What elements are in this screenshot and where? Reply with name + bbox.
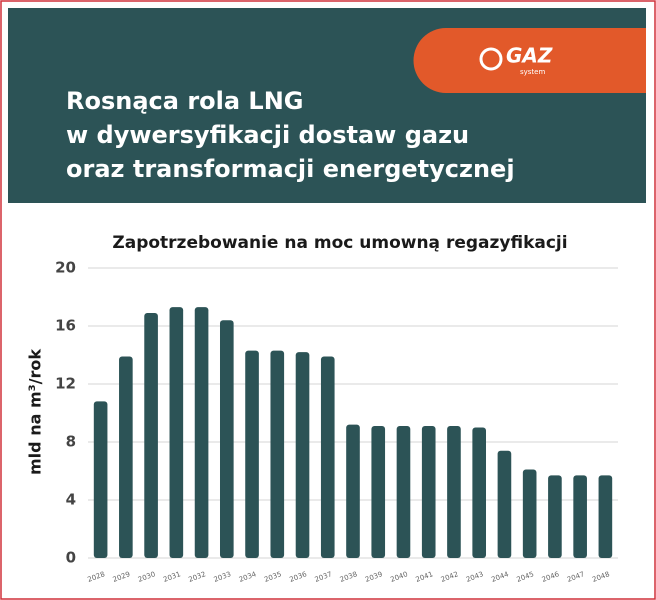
x-tick-label: 2037: [314, 570, 333, 584]
x-tick-label: 2044: [490, 570, 510, 584]
x-tick-label: 2034: [238, 570, 258, 584]
bar: [219, 320, 234, 558]
y-tick-label: 16: [55, 317, 76, 335]
bar: [119, 356, 133, 558]
x-tick-label: 2033: [213, 570, 232, 584]
bar: [270, 350, 285, 558]
bar: [573, 475, 587, 558]
x-tick-label: 2031: [162, 570, 181, 584]
bar: [497, 450, 512, 558]
logo-pill: [413, 28, 646, 93]
x-tick-label: 2028: [86, 570, 105, 584]
y-tick-label: 4: [66, 491, 76, 509]
bar: [194, 307, 209, 558]
logo-icon: [479, 47, 503, 71]
bar: [421, 426, 436, 558]
header-title-line: w dywersyfikacji dostaw gazu: [66, 121, 469, 149]
x-tick-label: 2040: [389, 570, 408, 584]
y-axis-label: mld na m³/rok: [26, 349, 45, 475]
bar: [548, 475, 562, 558]
y-tick-label: 20: [55, 259, 76, 277]
y-tick-label: 0: [66, 549, 76, 567]
bar: [144, 312, 158, 558]
x-tick-label: 2048: [591, 570, 610, 584]
bar: [320, 356, 335, 558]
x-tick-label: 2043: [465, 570, 484, 584]
x-tick-label: 2036: [288, 570, 308, 584]
x-tick-label: 2038: [339, 570, 358, 584]
x-tick-label: 2047: [566, 570, 585, 584]
bar: [472, 427, 487, 558]
bar: [396, 426, 411, 558]
x-tick-label: 2035: [263, 570, 282, 584]
x-tick-label: 2032: [187, 570, 206, 584]
x-tick-label: 2029: [112, 570, 131, 584]
chart-title: Zapotrzebowanie na moc umowną regazyfika…: [112, 233, 567, 253]
header-title-line: Rosnąca rola LNG: [66, 87, 304, 115]
bar: [346, 424, 360, 558]
x-tick-label: 2041: [415, 570, 434, 584]
y-tick-label: 8: [66, 433, 76, 451]
logo-sub: system: [520, 68, 545, 76]
header-title-line: oraz transformacji energetycznej: [66, 155, 515, 183]
bar: [522, 469, 537, 558]
bar: [598, 475, 613, 558]
bar: [371, 426, 386, 558]
y-tick-label: 12: [55, 375, 76, 393]
bar: [169, 307, 184, 558]
bar: [447, 426, 461, 558]
bar: [245, 350, 259, 558]
x-tick-label: 2042: [440, 570, 459, 584]
bar: [295, 352, 310, 558]
x-tick-label: 2030: [137, 570, 156, 584]
logo-brand: GAZ: [506, 44, 553, 68]
bar: [93, 401, 108, 558]
x-tick-label: 2039: [364, 570, 383, 584]
x-tick-label: 2046: [541, 570, 561, 584]
x-tick-label: 2045: [516, 570, 535, 584]
